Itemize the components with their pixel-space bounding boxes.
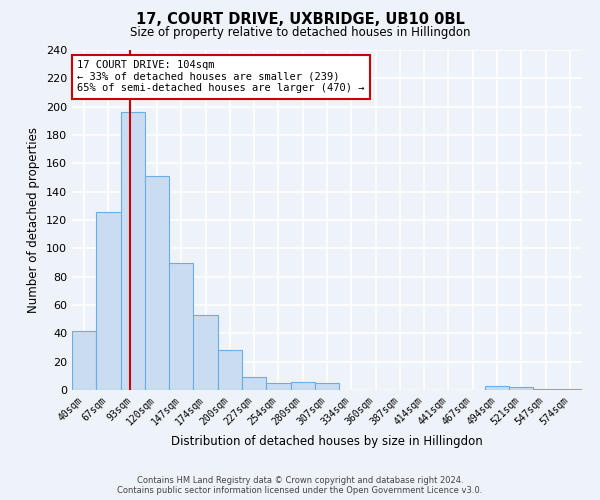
Text: Contains HM Land Registry data © Crown copyright and database right 2024.
Contai: Contains HM Land Registry data © Crown c…: [118, 476, 482, 495]
Y-axis label: Number of detached properties: Number of detached properties: [28, 127, 40, 313]
Text: 17 COURT DRIVE: 104sqm
← 33% of detached houses are smaller (239)
65% of semi-de: 17 COURT DRIVE: 104sqm ← 33% of detached…: [77, 60, 365, 94]
Bar: [242, 378, 266, 390]
Bar: [121, 112, 145, 390]
Bar: [72, 330, 96, 390]
Bar: [290, 382, 315, 390]
Bar: [509, 387, 533, 390]
Bar: [145, 176, 169, 390]
Bar: [315, 383, 339, 390]
Bar: [218, 350, 242, 390]
Bar: [193, 315, 218, 390]
Bar: [558, 388, 582, 390]
Bar: [485, 386, 509, 390]
X-axis label: Distribution of detached houses by size in Hillingdon: Distribution of detached houses by size …: [171, 435, 483, 448]
Bar: [169, 262, 193, 390]
Bar: [96, 212, 121, 390]
Bar: [266, 383, 290, 390]
Text: Size of property relative to detached houses in Hillingdon: Size of property relative to detached ho…: [130, 26, 470, 39]
Bar: [533, 388, 558, 390]
Text: 17, COURT DRIVE, UXBRIDGE, UB10 0BL: 17, COURT DRIVE, UXBRIDGE, UB10 0BL: [136, 12, 464, 28]
